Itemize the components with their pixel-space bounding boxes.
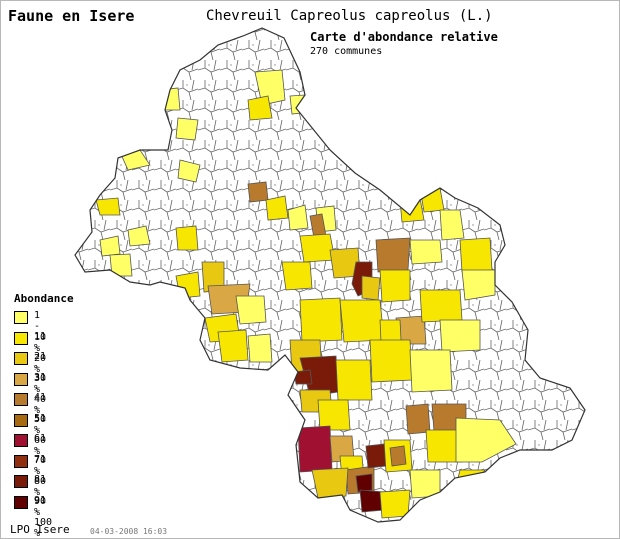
commune-patch	[375, 237, 411, 273]
commune-patch	[339, 299, 385, 343]
commune-patch	[299, 297, 343, 343]
footer-timestamp: 04-03-2008 16:03	[90, 527, 168, 536]
commune-patch	[177, 159, 201, 183]
commune-patch	[379, 269, 411, 303]
commune-patch	[455, 417, 517, 463]
region-title: Faune en Isere	[8, 7, 135, 25]
commune-patch	[361, 275, 381, 301]
legend-label: 1 - 10 %	[34, 310, 47, 354]
legend-label: 31 - 40 %	[34, 371, 47, 416]
commune-patch	[409, 349, 453, 393]
commune-patch	[247, 333, 273, 363]
legend-swatch	[14, 372, 28, 386]
commune-patch	[299, 233, 336, 263]
legend-title: Abondance	[14, 292, 74, 305]
footer-organization: LPO Isere	[10, 523, 70, 536]
legend-label: 71 - 80 %	[34, 453, 47, 498]
commune-patch	[217, 329, 249, 363]
legend-swatch	[14, 475, 28, 488]
commune-patch	[287, 204, 309, 231]
legend-swatch	[14, 454, 28, 468]
commune-patch	[419, 187, 445, 213]
species-name: Chevreuil Capreolus capreolus (L.)	[206, 8, 493, 24]
commune-patch	[355, 473, 373, 493]
legend-label: 51 - 60 %	[34, 412, 47, 457]
commune-patch	[405, 403, 431, 435]
legend-swatch	[14, 413, 28, 427]
legend-label: 91 - 100 %	[34, 494, 53, 539]
commune-patch	[317, 399, 351, 431]
commune-patch	[311, 467, 349, 499]
commune-patch	[419, 289, 463, 323]
legend-label: 11 - 20 %	[34, 330, 47, 375]
commune-patch	[235, 295, 267, 325]
commune-patch	[175, 117, 199, 141]
commune-patch	[439, 209, 465, 241]
commune-patch	[109, 253, 133, 277]
legend-label: 41 - 50 %	[34, 392, 47, 436]
commune-patch	[293, 369, 313, 385]
commune-patch	[254, 69, 286, 106]
commune-patch	[389, 445, 407, 467]
commune-patch	[281, 261, 313, 291]
commune-patch	[175, 225, 199, 251]
commune-patch	[247, 181, 269, 203]
commune-patch	[289, 94, 311, 115]
commune-patch	[439, 319, 481, 353]
legend-swatch	[14, 495, 28, 509]
commune-patch	[365, 443, 387, 469]
commune-patch	[95, 197, 121, 216]
commune-patch	[369, 339, 413, 383]
legend-swatch	[14, 331, 28, 345]
legend-label: 61 - 70 %	[34, 433, 47, 477]
communes-layer	[75, 28, 585, 522]
commune-patch	[99, 235, 121, 257]
commune-patch	[409, 239, 443, 265]
legend-swatch	[14, 352, 28, 365]
commune-patch	[265, 195, 289, 221]
map-kind-title: Carte d'abondance relative	[310, 30, 498, 44]
legend-label: 81 - 90 %	[34, 474, 47, 518]
commune-patch	[297, 425, 333, 473]
commune-patch	[459, 237, 493, 273]
commune-patch	[247, 95, 273, 121]
commune-patch	[335, 359, 373, 401]
legend-label: 21 - 30 %	[34, 351, 47, 395]
legend-swatch	[14, 434, 28, 447]
communes-count: 270 communes	[310, 46, 383, 57]
legend-swatch	[14, 393, 28, 406]
commune-patch	[461, 269, 496, 301]
commune-patch	[127, 225, 151, 247]
legend-swatch	[14, 311, 28, 324]
department-boundary	[74, 27, 586, 523]
